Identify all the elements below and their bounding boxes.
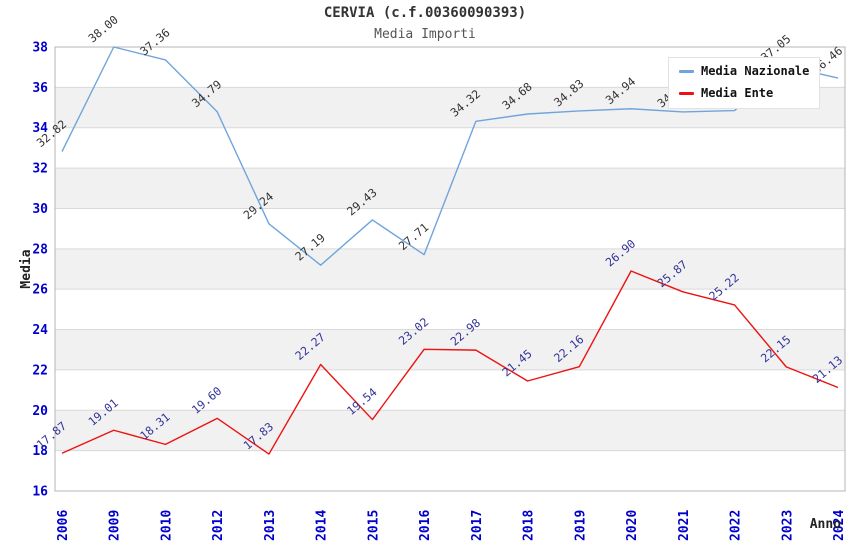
x-axis-title: Anno	[810, 517, 841, 532]
media-ente-line-swatch	[679, 92, 694, 95]
x-axis-tick-label: 2012	[211, 510, 226, 541]
x-axis-tick-label: 2022	[729, 510, 744, 541]
legend-item-media-ente: Media Ente	[679, 87, 809, 100]
y-axis-title: Media	[19, 249, 34, 288]
x-axis-tick-label: 2010	[159, 510, 174, 541]
y-axis-tick-label: 32	[32, 162, 48, 177]
y-axis-tick-label: 18	[32, 444, 48, 459]
y-axis-tick-label: 38	[32, 41, 48, 56]
x-axis-tick-label: 2013	[263, 510, 278, 541]
legend-label: Media Nazionale	[701, 64, 810, 78]
y-axis-tick-label: 20	[32, 404, 48, 419]
media-nazionale-line	[61, 46, 839, 266]
x-axis-tick-label: 2014	[315, 510, 330, 541]
y-axis-tick-labels: 16 18 20 22 24 26 28 30 32 34 36 38	[32, 41, 48, 500]
x-axis-tick-label: 2006	[56, 510, 71, 541]
x-axis-tick-label: 2009	[108, 510, 123, 541]
grid-band	[55, 248, 845, 290]
y-axis-tick-label: 34	[32, 121, 48, 136]
y-axis-tick-label: 16	[32, 485, 48, 500]
y-axis-tick-label: 26	[32, 283, 48, 298]
x-axis-tick-label: 2024	[832, 510, 847, 541]
chart-legend: Media Nazionale Media Ente	[668, 57, 821, 109]
y-axis-tick-label: 30	[32, 202, 48, 217]
x-axis-tick-label: 2018	[522, 510, 537, 541]
grid-bands	[55, 87, 845, 451]
legend-item-media-nazionale: Media Nazionale	[679, 65, 809, 78]
x-axis-tick-label: 2021	[677, 510, 692, 541]
chart-subtitle: Media Importi	[374, 27, 476, 42]
y-axis-tick-label: 24	[32, 323, 48, 338]
x-axis-tick-label: 2017	[470, 510, 485, 541]
y-axis-tick-label: 36	[32, 81, 48, 96]
legend-label: Media Ente	[701, 86, 774, 100]
x-axis-tick-label: 2023	[780, 510, 795, 541]
plot-border	[54, 46, 846, 492]
x-axis-tick-label: 2020	[625, 510, 640, 541]
x-axis-tick-label: 2019	[573, 510, 588, 541]
grid-band	[55, 410, 845, 451]
x-axis-tick-label: 2016	[418, 510, 433, 541]
x-axis-tick-label: 2015	[366, 510, 381, 541]
x-axis-tick-labels: 2006 2009 2010 2012 2013 2014 2015 2016 2017 2018…	[56, 510, 847, 541]
media-ente-line	[61, 270, 839, 455]
y-axis-tick-label: 22	[32, 363, 48, 378]
y-axis-tick-label: 28	[32, 242, 48, 257]
media-nazionale-line-swatch	[679, 70, 694, 73]
chart-title: CERVIA (c.f.00360090393)	[323, 5, 527, 21]
